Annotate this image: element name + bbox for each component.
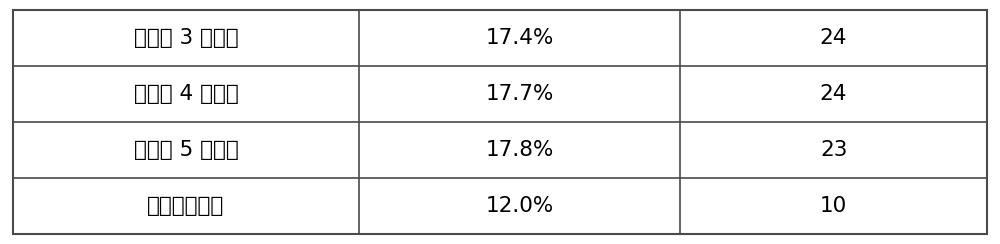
Text: 10: 10: [820, 196, 847, 216]
Text: 17.8%: 17.8%: [485, 140, 554, 160]
Text: 24: 24: [820, 84, 847, 104]
Text: 24: 24: [820, 28, 847, 48]
Text: 23: 23: [820, 140, 847, 160]
Text: 17.4%: 17.4%: [485, 28, 554, 48]
Text: 实施例 3 的产品: 实施例 3 的产品: [134, 28, 238, 48]
Text: 实施例 4 的产品: 实施例 4 的产品: [134, 84, 238, 104]
Text: 对比例的产品: 对比例的产品: [147, 196, 225, 216]
Text: 12.0%: 12.0%: [485, 196, 554, 216]
Text: 实施例 5 的产品: 实施例 5 的产品: [134, 140, 238, 160]
Text: 17.7%: 17.7%: [485, 84, 554, 104]
